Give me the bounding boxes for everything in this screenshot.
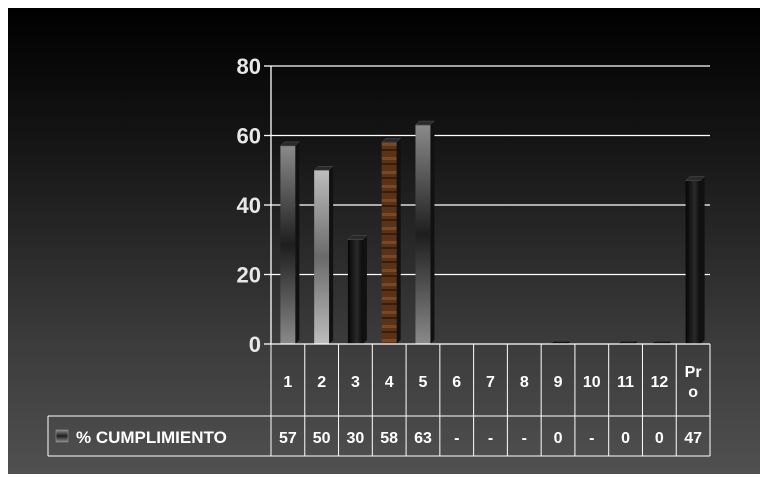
y-tick-label: 40 [237,193,261,218]
bar [347,239,363,344]
x-category-label: 2 [317,374,326,391]
bar-side [430,121,435,344]
data-value-label: 50 [313,430,331,447]
y-tick-label: 20 [237,263,261,288]
x-category-label: Pr [685,364,702,381]
x-category-label: 9 [554,374,563,391]
data-value-label: 63 [414,430,432,447]
data-value-label: 57 [279,430,297,447]
bar [415,125,431,344]
x-category-label: 3 [351,374,360,391]
y-tick-label: 60 [237,124,261,149]
bar-side [329,166,334,344]
x-category-label: 11 [617,374,634,391]
x-category-label: 6 [452,374,461,391]
data-value-label: - [522,430,527,447]
bar-side [700,176,705,344]
legend-key [55,429,69,443]
x-category-label: 1 [283,374,292,391]
bar [280,145,296,344]
data-value-label: - [488,430,493,447]
data-value-label: 58 [380,430,398,447]
data-value-label: 0 [621,430,630,447]
data-value-label: 0 [655,430,664,447]
bar-side [396,138,401,344]
x-category-label: 10 [583,374,601,391]
x-category-label: 4 [385,374,394,391]
data-value-label: 30 [347,430,365,447]
y-tick-label: 0 [249,332,261,357]
x-category-label: 7 [486,374,495,391]
x-category-label: 12 [650,374,668,391]
x-category-label: 8 [520,374,529,391]
data-value-label: 0 [554,430,563,447]
bar-side [362,235,367,344]
bar-side [295,141,300,344]
data-value-label: 47 [684,430,702,447]
data-value-label: - [454,430,459,447]
bar [314,170,330,344]
bar [381,142,397,344]
x-category-label: 5 [419,374,428,391]
legend-series-name: % CUMPLIMIENTO [76,428,227,447]
bar [685,180,701,344]
data-value-label: - [589,430,594,447]
x-category-label: o [688,384,698,401]
y-tick-label: 80 [237,54,261,79]
